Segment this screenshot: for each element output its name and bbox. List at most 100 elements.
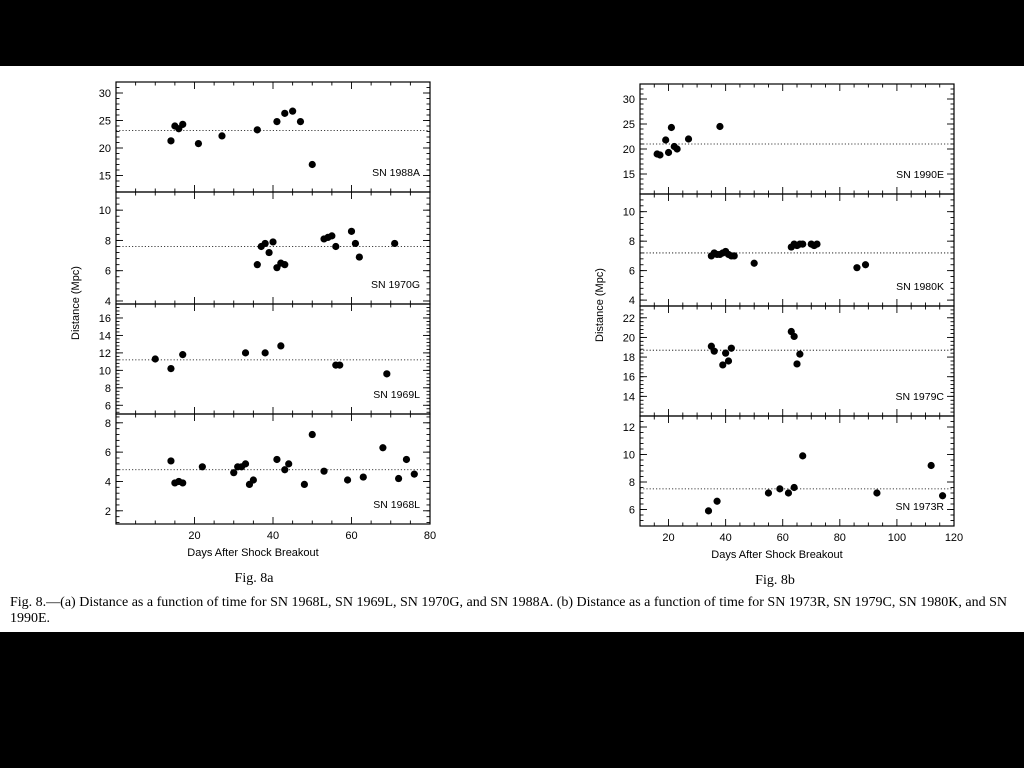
x-tick-label: 60 — [345, 530, 357, 542]
y-tick-label: 15 — [99, 171, 111, 183]
panel-sn-1973r: 6 8 10 12 SN 1973R — [623, 415, 955, 527]
figure-label: Fig. 8b — [755, 573, 795, 588]
data-point — [724, 357, 733, 365]
y-tick-label: 20 — [99, 143, 111, 155]
data-point — [198, 463, 206, 471]
y-tick-label: 8 — [629, 236, 635, 248]
data-point — [336, 361, 344, 369]
supernova-label: SN 1980K — [896, 281, 944, 293]
data-point — [249, 476, 257, 484]
data-point — [667, 123, 676, 132]
data-point — [265, 248, 273, 257]
data-point — [861, 261, 870, 269]
data-point — [261, 349, 269, 357]
data-point — [776, 485, 784, 493]
data-point — [359, 473, 367, 481]
panel-sn-1979c: 14 16 18 20 22 SN 1979C — [623, 305, 955, 417]
data-point — [347, 227, 356, 235]
data-point — [793, 360, 801, 368]
y-tick-label: 25 — [623, 119, 635, 131]
x-tick-label: 40 — [720, 532, 732, 544]
data-point — [383, 370, 391, 378]
x-tick-label: 40 — [267, 530, 279, 542]
y-tick-label: 8 — [105, 383, 111, 395]
x-tick-label: 100 — [888, 532, 906, 544]
data-point — [281, 466, 289, 474]
data-point — [379, 444, 387, 452]
data-point — [273, 455, 281, 464]
data-point — [853, 264, 861, 272]
y-tick-label: 30 — [99, 88, 111, 100]
y-tick-label: 2 — [105, 506, 111, 518]
data-point — [938, 492, 947, 500]
y-axis-title: Distance (Mpc) — [594, 268, 606, 342]
x-axis-title: Days After Shock Breakout — [711, 549, 842, 561]
y-tick-label: 6 — [105, 400, 111, 412]
y-tick-label: 4 — [105, 476, 111, 488]
chart-fig-8a: 15 20 25 30 SN 1988A 4 6 8 10 SN 1970G 6 8 10 12 14 16 S… — [70, 81, 436, 586]
y-tick-label: 10 — [99, 205, 111, 217]
data-point — [656, 151, 664, 159]
panel-sn-1990e: 15 20 25 30 SN 1990E — [623, 83, 955, 195]
y-tick-label: 30 — [623, 94, 635, 106]
data-point — [308, 430, 316, 439]
data-point — [332, 242, 340, 251]
data-point — [261, 239, 269, 248]
y-tick-label: 8 — [105, 235, 111, 247]
chart-fig-8b: 15 20 25 30 SN 1990E 4 6 8 10 SN 1980K 14 16 18 20 22 S… — [594, 83, 963, 588]
data-point — [253, 126, 261, 134]
data-point — [281, 261, 289, 269]
y-tick-label: 15 — [623, 169, 635, 181]
data-point — [300, 480, 308, 488]
data-point — [343, 476, 352, 484]
data-point — [799, 240, 807, 248]
data-point — [873, 489, 881, 497]
panel-sn-1988a: 15 20 25 30 SN 1988A — [99, 81, 431, 193]
y-tick-label: 12 — [99, 348, 111, 360]
panel-sn-1969l: 6 8 10 12 14 16 SN 1969L — [99, 303, 431, 415]
data-point — [194, 140, 203, 148]
data-point — [684, 135, 693, 143]
y-tick-label: 8 — [629, 477, 635, 489]
data-point — [790, 332, 798, 341]
x-tick-label: 80 — [834, 532, 846, 544]
data-point — [402, 455, 411, 464]
data-point — [281, 109, 289, 117]
y-tick-label: 8 — [105, 418, 111, 430]
y-tick-label: 6 — [629, 505, 635, 517]
y-tick-label: 18 — [623, 352, 635, 364]
panel-sn-1968l: 2 4 6 8 SN 1968L — [105, 413, 431, 525]
figure-label: Fig. 8a — [235, 571, 275, 586]
data-point — [710, 347, 718, 355]
x-tick-label: 120 — [945, 532, 963, 544]
data-point — [179, 351, 187, 359]
data-point — [391, 239, 399, 248]
y-tick-label: 6 — [629, 266, 635, 278]
y-tick-label: 12 — [623, 422, 635, 434]
data-point — [813, 240, 821, 248]
data-point — [179, 120, 187, 128]
data-point — [662, 136, 670, 144]
supernova-label: SN 1979C — [896, 391, 945, 403]
y-tick-label: 16 — [99, 313, 111, 325]
supernova-label: SN 1990E — [896, 169, 944, 181]
data-point — [790, 483, 798, 492]
data-point — [253, 261, 261, 269]
data-point — [296, 118, 305, 126]
data-point — [351, 239, 360, 248]
y-tick-label: 20 — [623, 144, 635, 156]
x-tick-label: 60 — [777, 532, 789, 544]
data-point — [285, 460, 293, 468]
y-tick-label: 10 — [623, 207, 635, 219]
data-point — [713, 497, 721, 505]
data-point — [796, 350, 804, 358]
supernova-label: SN 1973R — [896, 501, 945, 513]
data-point — [289, 107, 297, 115]
data-point — [308, 160, 316, 169]
data-point — [750, 259, 758, 267]
y-tick-label: 14 — [623, 391, 635, 403]
data-point — [395, 474, 403, 483]
data-point — [664, 148, 673, 157]
x-axis-title: Days After Shock Breakout — [187, 547, 318, 559]
data-point — [320, 467, 328, 475]
